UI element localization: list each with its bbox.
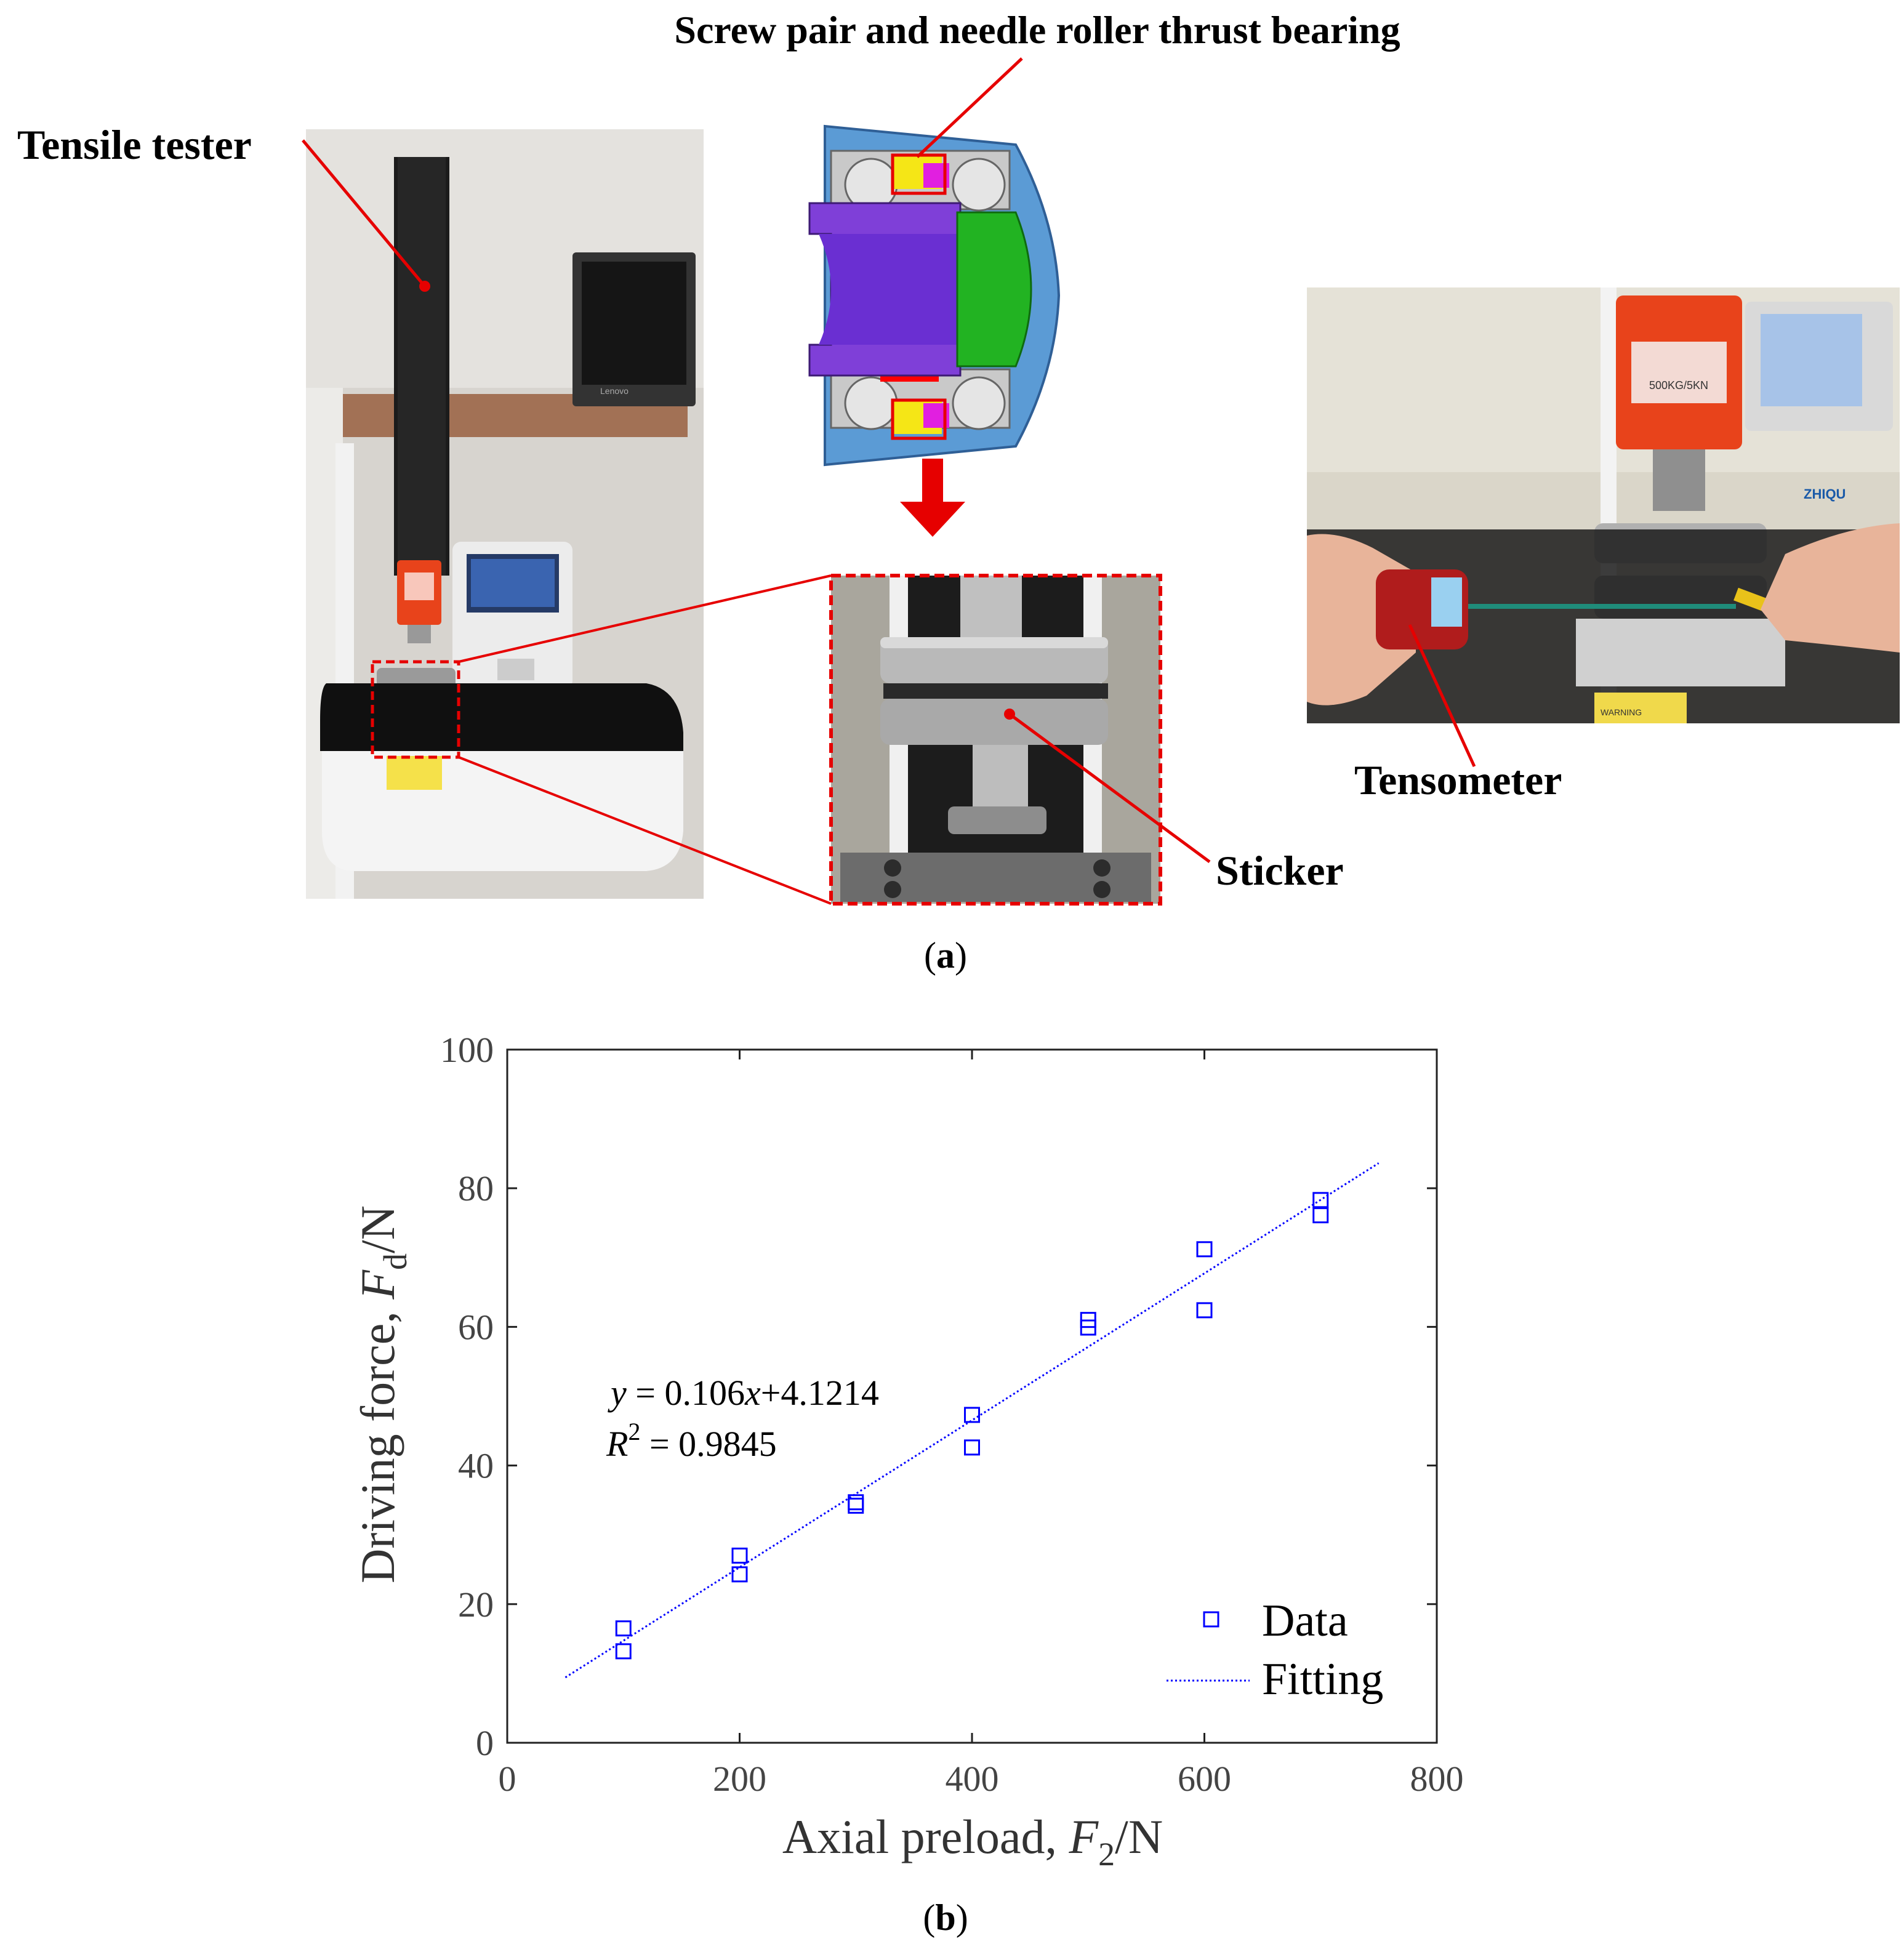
x-tick-label: 0 [499,1759,516,1799]
tensometer-photo: ZHIQU 500KG/5KN WARNING [1307,287,1900,723]
legend-fitting-label: Fitting [1262,1654,1383,1705]
data-point [1312,1192,1329,1208]
data-point [1312,1207,1329,1224]
legend-data-marker [1203,1611,1219,1628]
equation-slope: = 0.106 [627,1373,745,1413]
data-point [731,1547,748,1564]
tensometer-leader [1408,624,1476,768]
sticker-leader [1008,712,1211,864]
panel-b-chart: 0 20 40 60 80 100 0 200 400 600 800 y = 0.106x+4.… [351,1030,1464,1938]
zoom-photo [829,574,1162,906]
zoom-connector-bottom [458,756,832,905]
x-tick-label: 600 [1178,1759,1231,1799]
legend: Data Fitting [1167,1596,1383,1705]
zoom-region-box [371,660,460,759]
equation-x: x [744,1373,761,1413]
r-symbol: R [606,1424,628,1464]
fitting-line-layer [564,1162,1380,1679]
plot-area [506,1048,1438,1744]
equation-y: y [608,1373,627,1413]
legend-data-label: Data [1262,1596,1348,1646]
screw-pair-label: Screw pair and needle roller thrust bear… [674,8,1400,52]
caption-b: (b) [923,1897,968,1938]
sticker-label: Sticker [1216,847,1344,894]
y-tick-label: 40 [458,1446,494,1486]
data-point [1196,1302,1213,1319]
screw-pair-leader [916,57,1023,158]
r-squared: R2 = 0.9845 [606,1418,777,1464]
down-arrow [900,459,965,537]
fit-equation: y = 0.106x+4.1214 [608,1373,879,1413]
data-point [1196,1241,1213,1258]
x-axis-ticks: 0 200 400 600 800 [499,1050,1464,1799]
data-point [615,1620,632,1637]
warning-text: WARNING [1601,707,1642,717]
y-tick-label: 60 [458,1307,494,1347]
zoom-connector-top [458,574,832,663]
x-axis-title: Axial preload, F2/N [782,1810,1163,1873]
data-point [1080,1319,1096,1336]
panel-a: Lenovo Tensile tester [17,8,1900,976]
data-point [964,1439,980,1456]
cross-section-diagram [808,124,1061,467]
tester-brand: ZHIQU [1804,486,1846,502]
y-tick-label: 0 [476,1723,494,1763]
x-tick-label: 400 [946,1759,999,1799]
tensile-tester-photo: Lenovo [306,129,704,899]
r-superscript: 2 [628,1418,640,1445]
data-point [964,1407,980,1423]
data-point [848,1497,864,1514]
caption-a: (a) [924,935,967,976]
y-tick-label: 20 [458,1585,494,1625]
y-axis-ticks: 0 20 40 60 80 100 [440,1030,1437,1763]
equation-intercept: +4.1214 [761,1373,879,1413]
fitting-line [564,1162,1380,1679]
x-tick-label: 200 [713,1759,766,1799]
tensile-tester-label: Tensile tester [17,121,252,168]
y-tick-label: 80 [458,1168,494,1208]
tensile-tester-leader [302,139,426,287]
r-value: = 0.9845 [640,1424,776,1464]
data-points-layer [615,1192,1329,1660]
tensometer-label: Tensometer [1354,757,1562,803]
sticker-dot [1004,709,1015,720]
data-point [731,1566,748,1583]
y-tick-label: 100 [440,1030,494,1070]
x-tick-label: 800 [1410,1759,1464,1799]
data-point [615,1643,632,1660]
load-cell-label: 500KG/5KN [1649,379,1708,392]
y-axis-title: Driving force, Fd/N [351,1205,414,1583]
monitor-brand: Lenovo [600,386,629,396]
tensile-tester-dot [419,281,430,292]
